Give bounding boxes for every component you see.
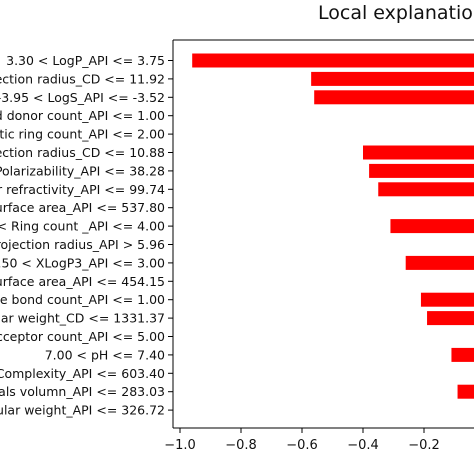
y-tick-label: 7.00 < pH <= 7.40 xyxy=(45,347,165,362)
y-tick-label: atic ring count_API <= 2.00 xyxy=(0,127,165,142)
bar xyxy=(363,145,474,160)
bar xyxy=(451,347,474,362)
y-tick-label: < Ring count _API <= 4.00 xyxy=(0,219,165,234)
bar xyxy=(192,53,474,68)
y-tick-label: ar refractivity_API <= 99.74 xyxy=(0,182,165,197)
bar xyxy=(405,255,474,270)
y-tick-label: projection radius_API > 5.96 xyxy=(0,237,165,252)
y-tick-label: surface area_API <= 537.80 xyxy=(0,200,165,215)
y-tick-label: aals volumn_API <= 283.03 xyxy=(0,384,165,399)
y-axis-ticks: 3.30 < LogP_API <= 3.75 ojection radius_C… xyxy=(0,53,173,418)
x-tick-label: −0.4 xyxy=(347,438,379,453)
x-tick-label: −0.8 xyxy=(225,438,257,453)
bars-group xyxy=(192,53,474,399)
bar xyxy=(427,311,474,326)
y-tick-label: nd donor count_API <= 1.00 xyxy=(0,108,165,123)
x-axis-ticks: −1.0−0.8−0.6−0.4−0.20 xyxy=(164,428,440,453)
bar xyxy=(311,71,474,86)
y-tick-label: ular weight_CD <= 1331.37 xyxy=(0,311,165,326)
y-tick-label: -3.95 < LogS_API <= -3.52 xyxy=(0,90,165,105)
bar xyxy=(390,219,474,234)
bar xyxy=(369,163,474,178)
y-tick-label: 3.30 < LogP_API <= 3.75 xyxy=(6,53,165,68)
x-tick-label: −0.6 xyxy=(286,438,318,453)
chart-title: Local explanatio xyxy=(318,2,473,24)
bar xyxy=(457,384,474,399)
y-tick-label: ble bond count_API <= 1.00 xyxy=(0,292,165,307)
x-tick-label: −0.2 xyxy=(408,438,440,453)
y-tick-label: ojection radius_CD <= 11.92 xyxy=(0,71,165,86)
y-tick-label: cular weight_API <= 326.72 xyxy=(0,403,165,418)
bar xyxy=(314,90,474,105)
x-tick-label: −1.0 xyxy=(164,438,196,453)
y-tick-label: Polarizability_API <= 38.28 xyxy=(0,163,165,178)
bar xyxy=(378,182,474,197)
y-tick-label: ojection radius_CD <= 10.88 xyxy=(0,145,165,160)
y-tick-label: surface area_API <= 454.15 xyxy=(0,274,165,289)
y-tick-label: acceptor count_API <= 5.00 xyxy=(0,329,165,344)
bar xyxy=(420,292,474,307)
y-tick-label: 2.50 < XLogP3_API <= 3.00 xyxy=(0,255,165,270)
y-tick-label: Complexity_API <= 603.40 xyxy=(0,366,165,381)
